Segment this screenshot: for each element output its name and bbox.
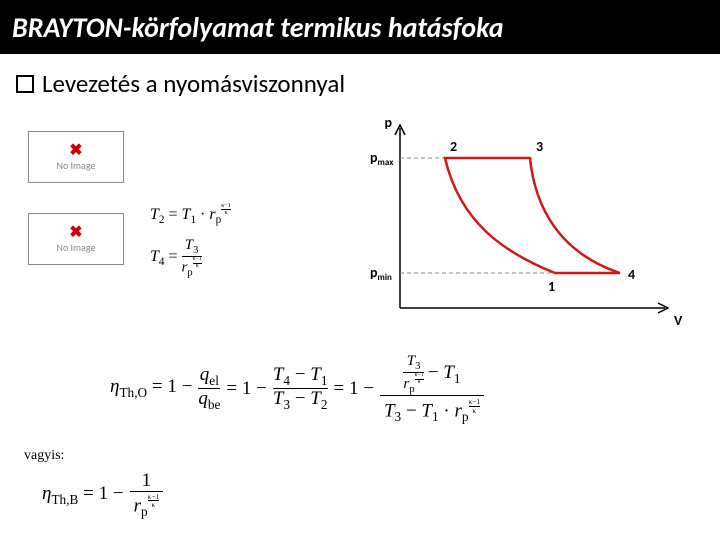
point-1: 1 — [548, 278, 555, 295]
page-title: BRAYTON-körfolyamat termikus hatásfoka — [12, 10, 504, 45]
no-image-text: No Image — [57, 161, 96, 171]
title-bar: BRAYTON-körfolyamat termikus hatásfoka — [0, 0, 720, 54]
equation-T2: T2 = T1 · rpκ−1κ — [150, 203, 231, 226]
point-3: 3 — [536, 138, 543, 155]
axis-label-v: V — [674, 312, 683, 329]
equation-T4: T4 = T3 rpκ−1κ — [150, 238, 202, 279]
subtitle-row: Levezetés a nyomásviszonnyal — [16, 68, 720, 99]
no-image-text: No Image — [57, 243, 96, 253]
no-image-x-icon: ✖ — [69, 143, 82, 159]
bullet-icon — [16, 75, 34, 93]
no-image-placeholder: ✖ No Image — [28, 131, 124, 183]
equation-eta-final: ηTh,B = 1 − 1 rpκ−1κ — [42, 471, 163, 520]
label-pmin: pmin — [370, 264, 392, 283]
point-2: 2 — [450, 138, 457, 155]
axis-label-p: p — [384, 114, 392, 131]
label-vagyis: vagyis: — [24, 448, 64, 464]
no-image-placeholder: ✖ No Image — [28, 213, 124, 265]
equation-eta-long: ηTh,O = 1 − qel qbe = 1 − T4 − T1 T3 − T… — [110, 353, 484, 424]
no-image-x-icon: ✖ — [69, 225, 82, 241]
label-pmax: pmax — [370, 149, 394, 168]
subtitle-text: Levezetés a nyomásviszonnyal — [42, 68, 345, 99]
pv-diagram: p V pmax pmin 2 3 4 1 — [330, 113, 690, 343]
point-4: 4 — [628, 266, 635, 283]
